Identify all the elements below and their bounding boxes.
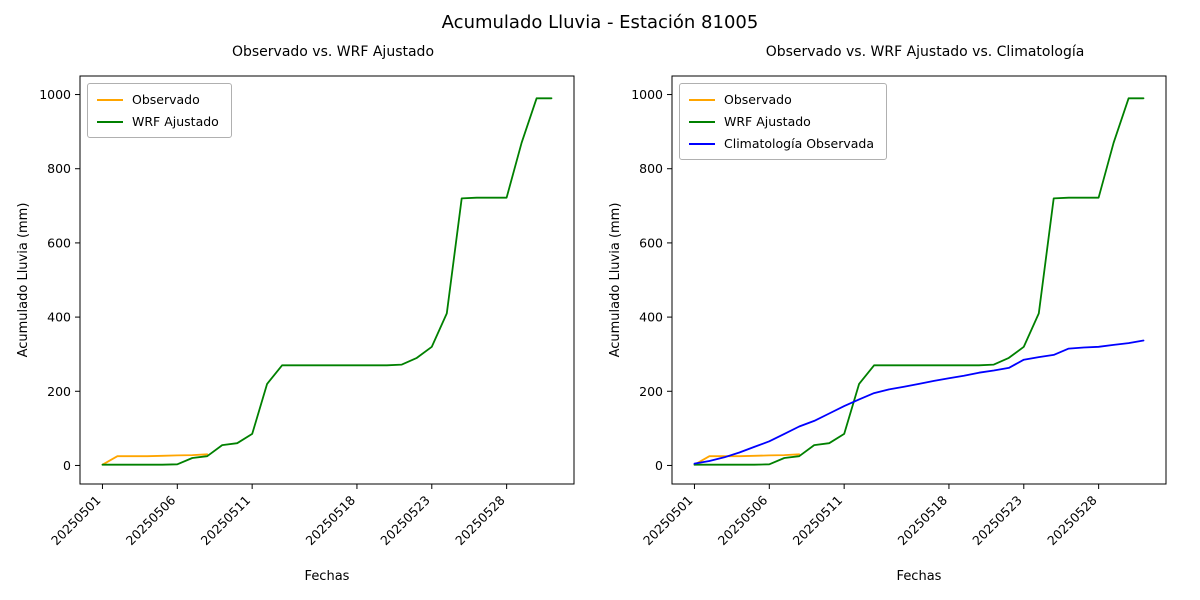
chart-observado-vs-wrf-vs-climatologia: Observado vs. WRF Ajustado vs. Climatolo… (604, 44, 1186, 588)
svg-text:20250506: 20250506 (715, 492, 771, 548)
svg-text:400: 400 (639, 310, 663, 325)
svg-text:Fechas: Fechas (305, 569, 350, 584)
legend-item-wrf-ajustado: WRF Ajustado (689, 114, 874, 129)
legend-label-wrf-ajustado: WRF Ajustado (724, 114, 811, 129)
figure-title: Acumulado Lluvia - Estación 81005 (441, 12, 759, 33)
chart-right-legend: Observado WRF Ajustado Climatología Obse… (679, 83, 887, 160)
svg-text:200: 200 (47, 384, 71, 399)
legend-label-observado: Observado (132, 92, 200, 107)
svg-text:20250523: 20250523 (969, 493, 1025, 549)
chart-left-title: Observado vs. WRF Ajustado (231, 44, 435, 60)
legend-label-wrf-ajustado: WRF Ajustado (132, 114, 219, 129)
legend-line-wrf-ajustado-icon (689, 120, 715, 123)
legend-item-wrf-ajustado: WRF Ajustado (97, 114, 219, 129)
legend-line-climatologia-observada-icon (689, 142, 715, 145)
legend-line-observado-icon (97, 98, 123, 101)
svg-text:600: 600 (47, 235, 71, 250)
svg-text:20250528: 20250528 (1044, 492, 1100, 548)
chart-observado-vs-wrf: Observado vs. WRF Ajustado 0 200 400 600 800… (12, 44, 594, 588)
svg-text:800: 800 (639, 161, 663, 176)
svg-text:400: 400 (47, 310, 71, 325)
chart-right-title: Observado vs. WRF Ajustado vs. Climatolo… (765, 44, 1085, 60)
legend-line-wrf-ajustado-icon (97, 120, 123, 123)
legend-label-observado: Observado (724, 92, 792, 107)
svg-text:20250501: 20250501 (48, 493, 104, 549)
chart-left-legend: Observado WRF Ajustado (87, 83, 232, 138)
legend-line-observado-icon (689, 98, 715, 101)
svg-text:Fechas: Fechas (897, 569, 942, 584)
svg-text:20250528: 20250528 (452, 492, 508, 548)
svg-text:800: 800 (47, 161, 71, 176)
chart-left-plot: 0 200 400 600 800 1000 20250501 20250506 2025051… (16, 75, 575, 584)
svg-text:1000: 1000 (39, 87, 71, 102)
svg-text:0: 0 (63, 458, 71, 473)
svg-text:20250518: 20250518 (894, 492, 950, 548)
svg-text:Acumulado Lluvia (mm): Acumulado Lluvia (mm) (608, 203, 623, 358)
svg-text:20250518: 20250518 (302, 492, 358, 548)
svg-text:20250511: 20250511 (198, 493, 254, 549)
svg-text:20250511: 20250511 (790, 493, 846, 549)
svg-text:Acumulado Lluvia (mm): Acumulado Lluvia (mm) (16, 203, 31, 358)
legend-item-observado: Observado (689, 92, 874, 107)
svg-text:0: 0 (655, 458, 663, 473)
svg-text:20250501: 20250501 (640, 493, 696, 549)
legend-label-climatologia-observada: Climatología Observada (724, 136, 874, 151)
svg-text:20250506: 20250506 (123, 492, 179, 548)
svg-text:1000: 1000 (631, 87, 663, 102)
svg-text:20250523: 20250523 (377, 493, 433, 549)
legend-item-observado: Observado (97, 92, 219, 107)
svg-text:200: 200 (639, 384, 663, 399)
legend-item-climatologia-observada: Climatología Observada (689, 136, 874, 151)
svg-text:600: 600 (639, 235, 663, 250)
charts-row: Observado vs. WRF Ajustado 0 200 400 600 800… (0, 44, 1200, 588)
